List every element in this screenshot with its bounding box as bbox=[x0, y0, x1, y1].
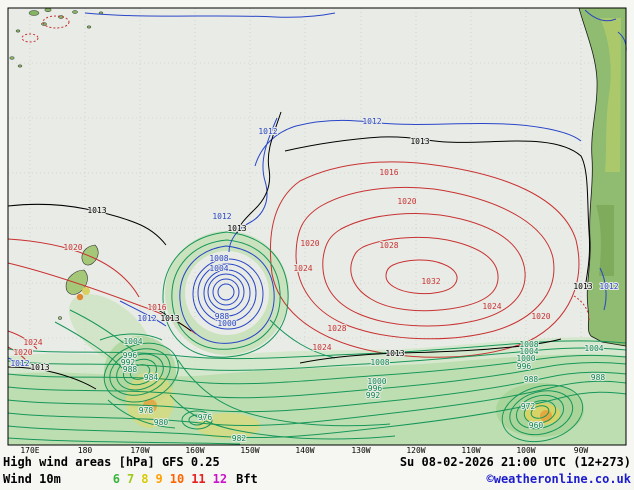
pressure-label: 978 bbox=[139, 406, 154, 415]
pressure-label: 1024 bbox=[312, 343, 331, 352]
land-islands bbox=[9, 7, 104, 68]
lon-label: 170W bbox=[130, 446, 149, 455]
pressure-label: 988 bbox=[524, 375, 539, 384]
pressure-labels-layer: 1013101310131013101310131013101210121012… bbox=[9, 116, 619, 444]
pressure-label: 1012 bbox=[212, 212, 231, 221]
lon-label: 170E bbox=[20, 446, 39, 455]
lon-label: 180 bbox=[78, 446, 93, 455]
pressure-label: 1013 bbox=[30, 363, 49, 372]
pressure-label: 1012 bbox=[10, 359, 29, 368]
pressure-label: 988 bbox=[215, 312, 230, 321]
pressure-label: 1012 bbox=[137, 314, 156, 323]
longitude-axis: 170E 180 170W 160W 150W 140W 130W 120W 110W 100W 9… bbox=[20, 446, 588, 455]
map-canvas: 1013101310131013101310131013101210121012… bbox=[7, 7, 627, 455]
pressure-label: 1028 bbox=[327, 324, 346, 333]
legend-row-2: Wind 10m 6 7 8 9 10 11 12 Bft ©weatheronline.c… bbox=[3, 472, 631, 486]
bft-scale-value: 9 bbox=[155, 472, 163, 486]
pressure-label: 996 bbox=[123, 351, 138, 360]
bft-scale-value: 11 bbox=[191, 472, 206, 486]
pressure-label: 984 bbox=[144, 373, 159, 382]
map-frame bbox=[7, 7, 627, 446]
pressure-label: 1013 bbox=[573, 282, 592, 291]
pressure-label: 996 bbox=[517, 362, 532, 371]
pressure-label: 1012 bbox=[362, 117, 381, 126]
lon-label: 120W bbox=[406, 446, 425, 455]
bft-scale-value: 12 bbox=[212, 472, 228, 486]
pressure-label: 1000 bbox=[516, 354, 535, 363]
pressure-label: 1020 bbox=[531, 312, 550, 321]
pressure-label: 1012 bbox=[599, 282, 618, 291]
pressure-label: 992 bbox=[121, 358, 136, 367]
lon-label: 110W bbox=[461, 446, 480, 455]
pressure-label: 1028 bbox=[379, 241, 398, 250]
bft-unit-label: Bft bbox=[236, 472, 258, 486]
pressure-label: 1020 bbox=[300, 239, 319, 248]
pressure-label: 1004 bbox=[519, 347, 538, 356]
pressure-label: 1020 bbox=[63, 243, 82, 252]
land-new-zealand bbox=[58, 244, 99, 320]
pressure-label: 1032 bbox=[421, 277, 440, 286]
pressure-label: 996 bbox=[368, 384, 383, 393]
bft-scale-value: 6 bbox=[112, 472, 121, 486]
pressure-label: 1024 bbox=[293, 264, 312, 273]
lon-label: 150W bbox=[240, 446, 259, 455]
map-title: High wind areas [hPa] GFS 0.25 bbox=[3, 455, 220, 469]
pressure-label: 1008 bbox=[209, 254, 228, 263]
bft-scale-value: 8 bbox=[141, 472, 149, 486]
pressure-label: 1020 bbox=[13, 348, 32, 357]
pressure-label: 1013 bbox=[160, 314, 179, 323]
pressure-label: 988 bbox=[591, 373, 606, 382]
lon-label: 100W bbox=[516, 446, 535, 455]
wind-height-label: Wind 10m bbox=[3, 472, 61, 486]
lon-label: 140W bbox=[295, 446, 314, 455]
legend-row-1: High wind areas [hPa] GFS 0.25 Su 08-02-… bbox=[3, 455, 631, 469]
pressure-label: 980 bbox=[154, 418, 169, 427]
pressure-label: 976 bbox=[198, 413, 213, 422]
pressure-label: 1013 bbox=[87, 206, 106, 215]
isobars-1013-black bbox=[7, 111, 590, 390]
pressure-label: 1000 bbox=[367, 377, 386, 386]
pressure-label: 992 bbox=[366, 391, 381, 400]
pressure-label: 982 bbox=[232, 434, 247, 443]
pressure-label: 1000 bbox=[217, 319, 236, 328]
bft-scale: 6 7 8 9 10 11 12 bbox=[113, 472, 234, 486]
land-south-america bbox=[578, 7, 627, 347]
bft-scale-value: 7 bbox=[127, 472, 135, 486]
pressure-label: 1013 bbox=[410, 137, 429, 146]
lon-label: 90W bbox=[574, 446, 589, 455]
pressure-label: 1016 bbox=[147, 303, 166, 312]
pressure-label: 1013 bbox=[227, 224, 246, 233]
bft-scale-value: 10 bbox=[169, 472, 185, 486]
pressure-label: 1004 bbox=[209, 264, 228, 273]
pressure-label: 972 bbox=[521, 402, 536, 411]
pressure-label: 1013 bbox=[385, 349, 404, 358]
pressure-label: 1008 bbox=[370, 358, 389, 367]
pressure-label: 1020 bbox=[397, 197, 416, 206]
lon-label: 130W bbox=[351, 446, 370, 455]
pressure-label: 1012 bbox=[258, 127, 277, 136]
pressure-label: 1004 bbox=[123, 337, 142, 346]
pressure-label: 960 bbox=[529, 421, 544, 430]
pressure-label: 1008 bbox=[519, 340, 538, 349]
copyright-link[interactable]: ©weatheronline.co.uk bbox=[486, 472, 632, 486]
map-datetime: Su 08-02-2026 21:00 UTC (12+273) bbox=[399, 455, 631, 469]
pressure-label: 1024 bbox=[23, 338, 42, 347]
lon-label: 160W bbox=[185, 446, 204, 455]
pressure-label: 1016 bbox=[379, 168, 398, 177]
pressure-label: 1024 bbox=[482, 302, 501, 311]
pressure-label: 988 bbox=[123, 365, 138, 374]
pressure-label: 1004 bbox=[584, 344, 603, 353]
